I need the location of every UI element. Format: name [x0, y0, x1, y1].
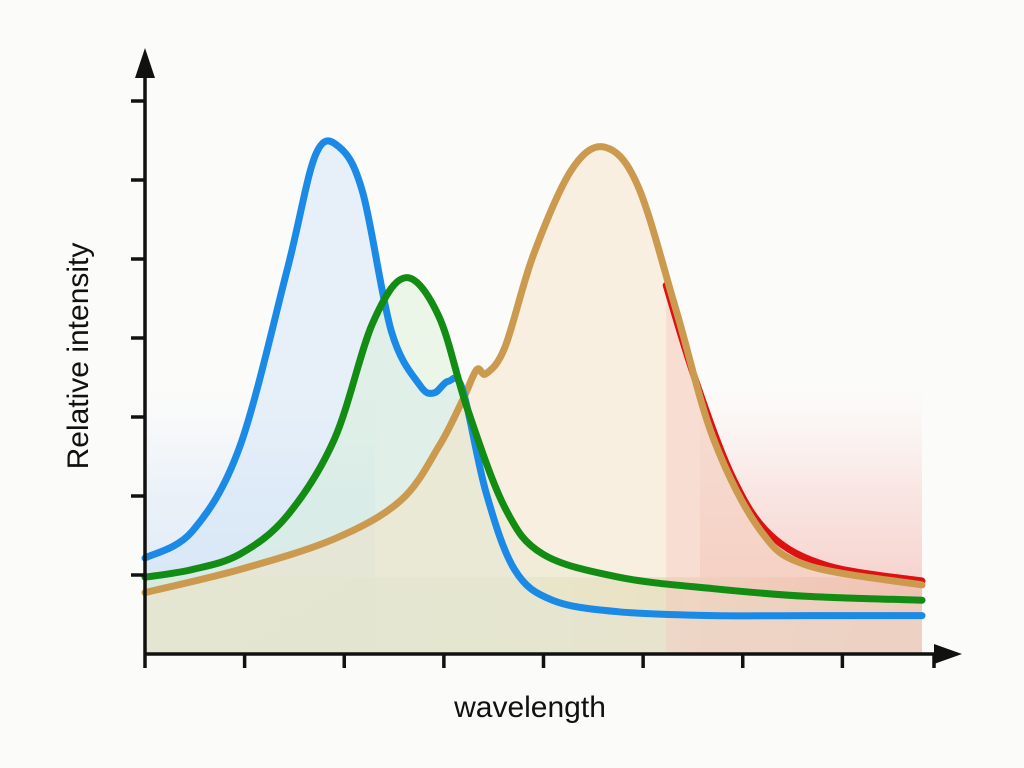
y-axis-arrow-icon — [135, 48, 155, 78]
series-3-line — [141, 143, 926, 597]
area-fills — [145, 140, 922, 654]
y-axis-title: Relative intensity — [62, 243, 95, 470]
series-4-area — [666, 285, 922, 654]
series-lines — [141, 137, 926, 620]
series-2-line — [141, 274, 926, 604]
x-axis-title: wavelength — [453, 691, 606, 724]
series-2-area — [145, 277, 922, 654]
x-axis-arrow-icon — [934, 644, 962, 664]
axes — [131, 48, 962, 668]
series-1-area — [145, 140, 922, 654]
series-3-area — [145, 146, 922, 654]
series-1-line — [141, 137, 926, 620]
